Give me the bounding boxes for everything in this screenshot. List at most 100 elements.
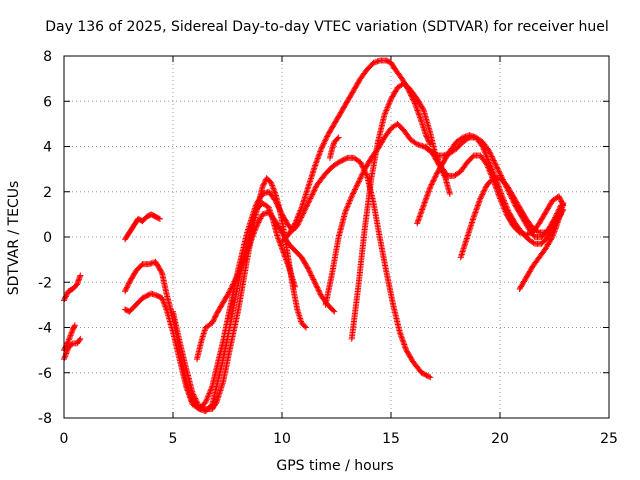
data-point: [256, 218, 263, 225]
data-point: [127, 277, 134, 284]
data-point: [311, 279, 318, 286]
data-point: [475, 199, 482, 206]
data-point: [376, 143, 383, 150]
data-point: [305, 265, 312, 272]
data-point: [273, 219, 280, 226]
data-point: [348, 91, 355, 98]
data-point: [481, 147, 488, 154]
data-point: [508, 190, 515, 197]
data-point: [553, 224, 560, 231]
data-point: [306, 268, 313, 275]
data-point: [365, 159, 372, 166]
data-point: [64, 347, 71, 354]
data-point: [123, 285, 130, 292]
data-point: [546, 239, 553, 246]
data-point: [353, 83, 360, 90]
data-point: [446, 191, 453, 198]
data-point: [244, 247, 251, 254]
data-point: [308, 272, 315, 279]
data-point: [313, 159, 320, 166]
data-point: [206, 390, 213, 397]
data-point: [520, 279, 527, 286]
data-point: [286, 230, 293, 237]
data-point: [423, 195, 430, 202]
data-point: [476, 196, 483, 203]
data-point: [426, 187, 433, 194]
data-point: [387, 97, 394, 104]
data-point: [522, 275, 529, 282]
data-point: [275, 223, 282, 230]
data-point: [480, 188, 487, 195]
data-point: [226, 288, 233, 295]
data-point: [279, 245, 285, 252]
y-tick-label: 0: [43, 230, 52, 246]
data-point: [479, 190, 486, 197]
data-point: [258, 214, 265, 221]
data-point: [429, 150, 436, 157]
data-point: [71, 323, 78, 330]
data-point: [364, 161, 371, 168]
data-point: [547, 200, 554, 207]
data-point: [545, 204, 552, 211]
data-point: [425, 373, 432, 380]
data-point: [260, 181, 267, 188]
data-point: [220, 299, 227, 306]
data-point: [402, 344, 409, 351]
data-point: [231, 278, 238, 285]
data-point: [322, 137, 329, 144]
data-point: [414, 220, 421, 227]
data-point: [476, 198, 483, 205]
data-point: [61, 354, 68, 361]
data-point: [323, 134, 330, 141]
data-point: [360, 168, 367, 175]
data-point: [358, 160, 365, 167]
data-point: [355, 79, 362, 86]
data-point: [346, 94, 353, 101]
data-point: [417, 101, 424, 108]
data-point: [509, 215, 516, 222]
data-point: [493, 162, 500, 169]
data-point: [524, 272, 531, 279]
data-point: [557, 195, 564, 202]
data-point: [350, 189, 357, 196]
data-point: [209, 318, 216, 325]
data-point: [307, 195, 314, 202]
data-point: [316, 149, 323, 156]
data-point: [399, 337, 406, 344]
data-point: [281, 216, 288, 223]
data-point: [507, 211, 514, 218]
data-point: [491, 160, 498, 167]
data-point: [418, 103, 425, 110]
data-point: [526, 268, 533, 275]
data-point: [550, 229, 557, 236]
data-point: [311, 186, 318, 193]
data-point: [398, 333, 405, 340]
data-point: [155, 263, 162, 270]
data-point: [436, 162, 443, 169]
data-point: [479, 191, 486, 198]
data-point: [205, 393, 212, 400]
data-point: [125, 281, 132, 288]
data-point: [359, 171, 366, 178]
data-point: [125, 280, 132, 287]
data-point: [391, 89, 398, 96]
data-point: [471, 210, 478, 217]
data-point: [316, 151, 323, 158]
data-point: [352, 185, 359, 192]
data-point: [403, 347, 410, 354]
data-point: [541, 211, 548, 218]
data-point: [496, 184, 503, 191]
data-point: [285, 231, 292, 238]
data-point: [417, 115, 424, 122]
data-point: [269, 183, 276, 190]
data-point: [355, 178, 362, 185]
data-point: [350, 86, 357, 93]
data-point: [481, 149, 488, 156]
data-point: [261, 180, 268, 187]
data-point: [505, 209, 512, 216]
y-tick-label: -8: [38, 411, 52, 427]
data-point: [341, 103, 348, 110]
data-point: [309, 275, 316, 282]
data-point: [473, 206, 480, 213]
y-tick-label: -6: [38, 366, 52, 382]
